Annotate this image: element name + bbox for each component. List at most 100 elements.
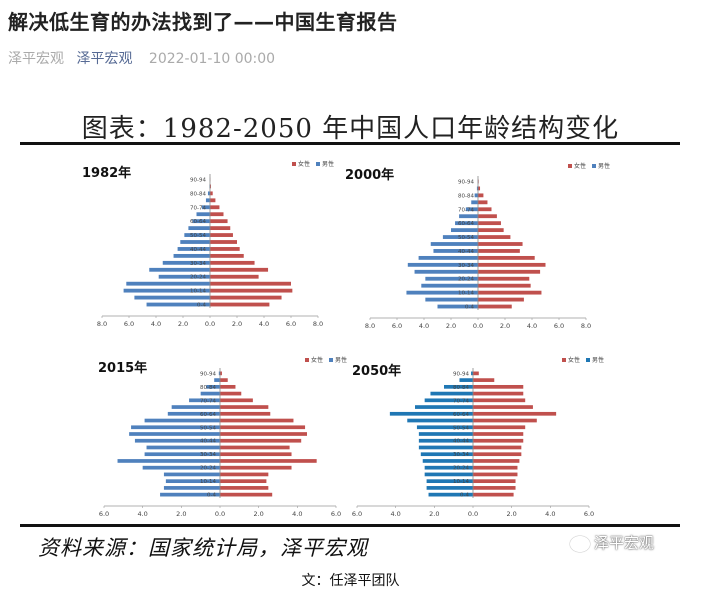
legend-swatch-female [292,162,296,166]
x-tick-3: 2.0 [446,322,456,330]
legend-swatch-male [329,358,333,362]
bar-female-80-84 [210,191,213,196]
age-label-30-34: 30-34 [458,263,474,269]
bar-female-20-24 [210,274,259,279]
age-label-70-74: 70-74 [458,207,474,213]
bar-male-40-44 [418,438,473,443]
x-tick-0: 6.0 [99,510,109,518]
bar-male-50-54 [416,425,473,430]
bar-female-55-59 [220,418,294,423]
bar-male-5-9 [425,297,478,302]
age-label-60-64: 60-64 [453,412,469,418]
bar-female-35-39 [478,255,535,260]
age-label-80-84: 80-84 [190,191,206,197]
bar-male-45-49 [430,242,478,246]
bar-male-55-59 [144,418,220,423]
bar-male-10-14 [123,288,210,293]
x-tick-1: 4.0 [390,510,400,518]
bar-female-75-79 [220,391,242,396]
watermark-text: 泽平宏观 [594,534,655,552]
bar-female-15-19 [473,472,518,477]
bar-female-15-19 [220,472,269,477]
bar-male-70-74 [189,398,220,403]
watermark: 泽平宏观 [570,532,654,553]
x-tick-1: 6.0 [392,322,402,330]
article-title: 解决低生育的办法找到了——中国生育报告 [8,10,398,34]
x-tick-5: 4.0 [545,510,555,518]
age-label-50-54: 50-54 [190,233,206,239]
bar-female-80-84 [478,193,484,198]
legend-label-male: 男性 [592,356,604,364]
bar-female-40-44 [210,247,240,251]
age-label-30-34: 30-34 [453,452,469,458]
legend-label-male: 男性 [322,160,334,168]
source-name: 泽平宏观 [8,51,64,67]
age-label-20-24: 20-24 [458,277,474,283]
legend-label-male: 男性 [598,162,610,170]
bar-female-5-9 [220,486,269,490]
age-label-20-24: 20-24 [190,275,206,281]
bar-male-25-29 [117,459,220,463]
bar-female-75-79 [210,198,216,203]
x-tick-6: 4.0 [259,320,269,328]
bar-male-5-9 [134,295,210,300]
bar-female-5-9 [210,295,282,300]
bar-female-45-49 [473,432,524,436]
bar-female-50-54 [473,425,526,430]
bar-male-20-24 [142,465,220,470]
bar-male-50-54 [442,235,478,239]
legend-swatch-female [562,358,566,362]
x-tick-6: 6.0 [331,510,341,518]
bar-female-30-34 [220,452,292,457]
x-tick-0: 8.0 [365,322,375,330]
bar-male-15-19 [424,472,473,477]
bar-male-45-49 [129,432,220,436]
bar-female-65-69 [210,212,224,217]
age-label-60-64: 60-64 [458,221,474,227]
x-tick-5: 2.0 [232,320,242,328]
panel-title-2015: 2015年 [98,361,148,376]
bar-male-15-19 [163,472,220,477]
bar-male-20-24 [425,276,478,281]
bar-female-25-29 [220,459,317,463]
bar-male-70-74 [201,205,210,210]
age-label-70-74: 70-74 [190,205,206,211]
age-label-90-94: 90-94 [200,371,216,377]
bar-female-20-24 [473,465,518,470]
bar-male-20-24 [424,465,473,470]
legend-swatch-female [568,164,572,168]
x-tick-1: 4.0 [137,510,147,518]
age-label-30-34: 30-34 [200,452,216,458]
bar-female-75-79 [478,200,488,205]
bar-female-85-89 [473,378,495,382]
age-label-40-44: 40-44 [458,249,474,255]
bar-female-45-49 [478,242,523,246]
bar-female-70-74 [210,205,220,210]
bar-female-0-4 [473,492,514,497]
author-link[interactable]: 泽平宏观 [76,51,133,67]
bar-female-25-29 [478,269,541,274]
bar-female-5-9 [473,486,516,490]
figure-source: 资料来源：国家统计局，泽平宏观 [38,536,368,560]
legend-swatch-male [586,358,590,362]
bar-male-80-84 [444,384,473,389]
article-meta: 泽平宏观 泽平宏观 2022-01-10 00:00 [8,48,275,68]
bar-female-30-34 [473,452,522,457]
x-tick-6: 4.0 [527,322,537,330]
figure-credit: 文：任泽平团队 [301,573,400,589]
bar-male-5-9 [426,486,473,490]
bar-female-65-69 [220,405,269,409]
legend-label-male: 男性 [335,356,347,364]
bar-female-60-64 [220,411,271,416]
bar-female-35-39 [473,445,522,450]
x-tick-1: 6.0 [124,320,134,328]
bar-male-15-19 [126,281,210,286]
bar-male-75-79 [200,391,220,396]
wechat-icon [570,535,590,552]
age-label-10-14: 10-14 [200,479,216,485]
x-tick-3: 2.0 [178,320,188,328]
figure-rule-top [20,142,680,145]
bar-male-90-94 [218,371,220,376]
pyramid-chart-1982: 0-4 10-14 20-24 30-34 40-44 50-54 60-64 70-74 80… [97,160,334,328]
bar-female-70-74 [478,207,492,212]
